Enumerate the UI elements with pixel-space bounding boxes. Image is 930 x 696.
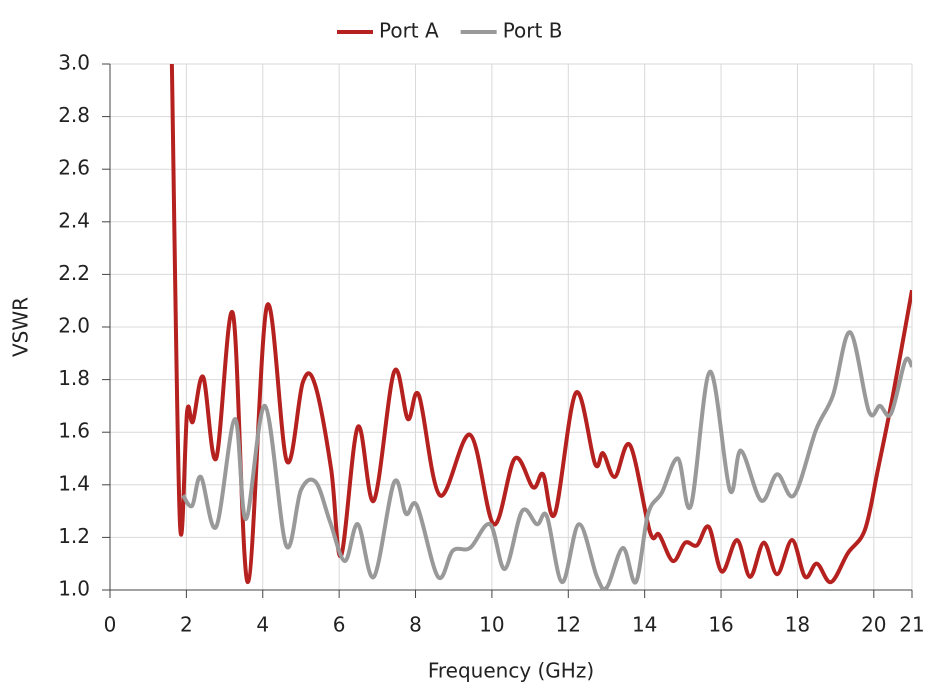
x-tick-label: 0 xyxy=(104,613,117,637)
x-tick-label: 4 xyxy=(256,613,269,637)
y-tick-label: 1.8 xyxy=(58,366,90,390)
x-tick-label: 12 xyxy=(556,613,581,637)
x-tick-label: 2 xyxy=(180,613,193,637)
x-tick-label: 8 xyxy=(409,613,422,637)
y-tick-label: 2.8 xyxy=(58,103,90,127)
x-tick-label: 16 xyxy=(708,613,733,637)
y-tick-label: 3.0 xyxy=(58,51,90,75)
y-tick-label: 1.4 xyxy=(58,471,90,495)
x-tick-label: 10 xyxy=(479,613,504,637)
series-line xyxy=(169,64,912,585)
x-axis-title: Frequency (GHz) xyxy=(428,659,594,683)
x-tick-label: 18 xyxy=(785,613,810,637)
y-tick-label: 1.2 xyxy=(58,524,90,548)
y-tick-label: 2.6 xyxy=(58,156,90,180)
legend-label: Port B xyxy=(503,19,563,43)
y-tick-label: 2.0 xyxy=(58,314,90,338)
y-tick-label: 2.4 xyxy=(58,208,90,232)
x-tick-label: 21 xyxy=(899,613,924,637)
x-tick-label: 6 xyxy=(333,613,346,637)
x-tick-label: 20 xyxy=(861,613,886,637)
series-line xyxy=(181,330,912,590)
legend: Port A Port B xyxy=(337,19,562,43)
y-tick-label: 1.0 xyxy=(58,577,90,601)
legend-label: Port A xyxy=(379,19,439,43)
y-tick-label: 2.2 xyxy=(58,261,90,285)
y-axis-title: VSWR xyxy=(9,297,33,357)
x-tick-label: 14 xyxy=(632,613,657,637)
y-tick-label: 1.6 xyxy=(58,419,90,443)
